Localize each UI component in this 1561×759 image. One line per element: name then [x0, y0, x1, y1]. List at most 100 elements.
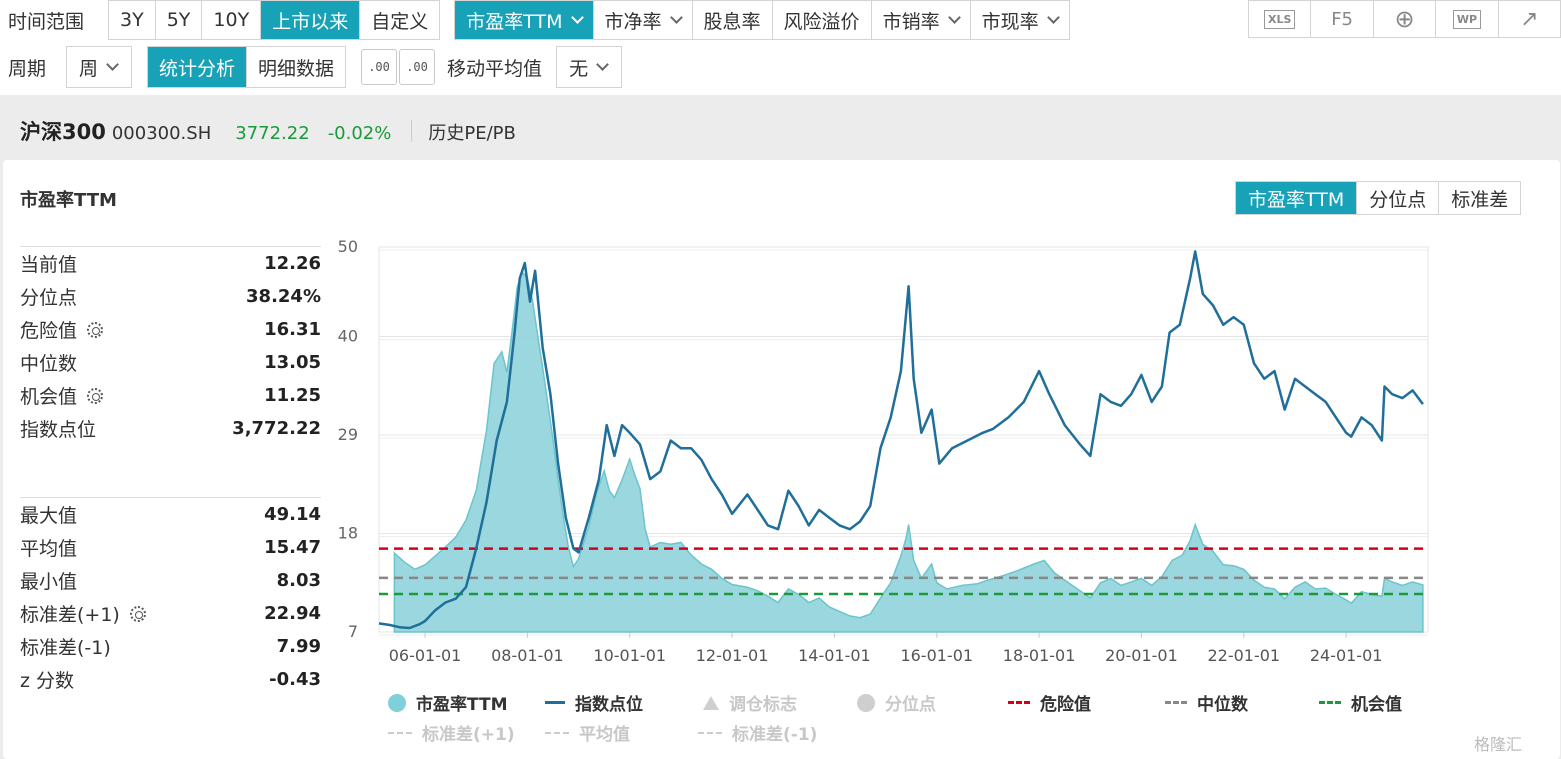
stat-value: 3,772.22 [232, 418, 321, 439]
period-dropdown[interactable]: 周 [66, 46, 133, 88]
metric-pe-ttm-button[interactable]: 市盈率TTM [455, 1, 593, 39]
refresh-f5-button[interactable]: F5 [1310, 1, 1372, 37]
stat-value: 11.25 [264, 385, 321, 406]
legend-marker-icon [1165, 701, 1187, 704]
gear-icon[interactable] [129, 605, 146, 622]
x-tick-label: 08-01-01 [491, 646, 564, 665]
legend-item[interactable]: 调仓标志 [703, 690, 797, 715]
legend-item[interactable]: 危险值 [1008, 690, 1091, 715]
stat-label: 分位点 [20, 283, 77, 310]
stat-row: 指数点位 3,772.22 [20, 412, 321, 445]
legend-label: 指数点位 [575, 695, 643, 715]
stat-value: -0.43 [269, 669, 321, 690]
stat-label: 当前值 [20, 250, 77, 277]
metric-ps-button[interactable]: 市销率 [870, 1, 970, 39]
metric-pcf-button[interactable]: 市现率 [969, 1, 1069, 39]
stat-value: 8.03 [276, 570, 321, 591]
range-custom-button[interactable]: 自定义 [359, 1, 440, 39]
legend-label: 平均值 [579, 725, 630, 745]
x-tick-label: 18-01-01 [1003, 646, 1076, 665]
stat-label: 指数点位 [20, 415, 96, 442]
stat-label-text: 标准差(-1) [20, 637, 111, 659]
view-stats-button[interactable]: 统计分析 [148, 47, 247, 87]
gear-icon[interactable] [87, 387, 104, 404]
panel-title: 市盈率TTM [20, 190, 117, 211]
legend-marker-icon [857, 693, 875, 712]
xls-label: XLS [1263, 9, 1296, 29]
stat-value: 12.26 [264, 253, 321, 274]
range-since-listing-button[interactable]: 上市以来 [260, 1, 360, 39]
y-left-tick-label: 40 [338, 327, 358, 346]
pe-ttm-area [393, 270, 1424, 633]
stat-label: 平均值 [20, 534, 77, 561]
legend-item[interactable]: 平均值 [545, 720, 630, 745]
toolbar-row-1: 时间范围 3Y 5Y 10Y 上市以来 自定义 市盈率TTM 市净率 股息率 风… [0, 0, 1070, 40]
export-wp-icon[interactable]: WP [1435, 1, 1497, 37]
export-xls-icon[interactable]: XLS [1249, 1, 1310, 37]
x-tick-label: 10-01-01 [593, 646, 666, 665]
stat-value: 22.94 [264, 603, 321, 624]
stat-row: 平均值 15.47 [20, 531, 321, 564]
ma-dropdown[interactable]: 无 [556, 46, 623, 88]
stat-label-text: 平均值 [20, 538, 78, 560]
legend-marker-icon [545, 731, 569, 734]
stat-label-text: 最大值 [20, 505, 78, 527]
range-10y-button[interactable]: 10Y [201, 1, 261, 39]
increase-decimals-icon[interactable]: .00 [399, 49, 436, 85]
tab-std-dev[interactable]: 标准差 [1438, 182, 1520, 214]
stat-label: 中位数 [20, 349, 77, 376]
legend-marker-icon [1319, 701, 1341, 704]
stats-summary: 当前值 12.26 分位点 38.24% 危险值 16.31 中位数 13.05 机会值 11.2… [20, 246, 321, 445]
stat-row: 中位数 13.05 [20, 346, 321, 379]
range-selector: 3Y 5Y 10Y 上市以来 自定义 [108, 0, 441, 40]
range-3y-button[interactable]: 3Y [109, 1, 155, 39]
y-left-tick-label: 29 [338, 425, 358, 444]
decrease-decimals-icon[interactable]: .00 [361, 49, 398, 85]
index-line [378, 250, 1424, 630]
legend-item[interactable]: 指数点位 [545, 690, 643, 715]
y-left-tick-label: 7 [348, 622, 358, 641]
stat-value: 16.31 [264, 319, 321, 340]
add-icon[interactable]: ⊕ [1372, 1, 1435, 37]
legend-item[interactable]: 标准差(+1) [388, 720, 515, 745]
chevron-down-icon [570, 11, 584, 24]
tab-percentile[interactable]: 分位点 [1356, 182, 1438, 214]
range-5y-button[interactable]: 5Y [154, 1, 202, 39]
legend-item[interactable]: 机会值 [1319, 690, 1402, 715]
legend-label: 分位点 [885, 695, 936, 715]
legend-label: 中位数 [1197, 695, 1248, 715]
stat-label-text: 危险值 [20, 320, 78, 342]
legend-item[interactable]: 中位数 [1165, 690, 1248, 715]
legend-marker-icon [698, 731, 722, 734]
view-detail-button[interactable]: 明细数据 [246, 47, 346, 87]
metric-risk-premium-button[interactable]: 风险溢价 [771, 1, 871, 39]
stat-label: 标准差(+1) [20, 600, 146, 627]
metric-pb-button[interactable]: 市净率 [592, 1, 692, 39]
legend-item[interactable]: 标准差(-1) [698, 720, 817, 745]
index-subtitle: 历史PE/PB [428, 123, 516, 144]
period-label: 周期 [8, 57, 47, 80]
toolbar-row-2: 周期 周 统计分析 明细数据 .00 .00 移动平均值 无 [0, 46, 623, 88]
metric-dividend-yield-button[interactable]: 股息率 [691, 1, 772, 39]
stat-label-text: 标准差(+1) [20, 604, 120, 626]
metric-pcf-label: 市现率 [981, 10, 1039, 33]
chevron-down-icon [1046, 11, 1060, 24]
gear-icon[interactable] [87, 321, 104, 338]
wp-label: WP [1452, 9, 1482, 29]
y-left-tick-label: 18 [338, 524, 358, 543]
legend-marker-icon [545, 701, 565, 704]
x-tick-label: 06-01-01 [389, 646, 462, 665]
stat-label-text: 机会值 [20, 386, 78, 408]
share-icon[interactable]: ↗ [1497, 1, 1560, 37]
legend-item[interactable]: 分位点 [857, 690, 936, 715]
x-tick-label: 20-01-01 [1105, 646, 1178, 665]
stat-row: 机会值 11.25 [20, 379, 321, 412]
legend-item[interactable]: 市盈率TTM [388, 690, 508, 715]
tab-pe-ttm[interactable]: 市盈率TTM [1236, 182, 1357, 214]
stat-label: 最大值 [20, 501, 77, 528]
stat-label: 最小值 [20, 567, 77, 594]
range-label: 时间范围 [8, 10, 85, 33]
legend-label: 市盈率TTM [416, 695, 508, 715]
ma-label: 移动平均值 [447, 57, 543, 80]
stat-row: 分位点 38.24% [20, 280, 321, 313]
